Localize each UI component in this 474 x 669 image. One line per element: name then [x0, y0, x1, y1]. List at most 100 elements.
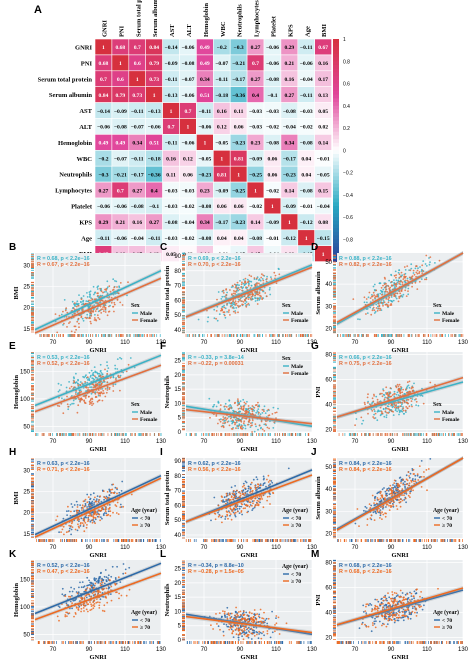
scatter-point — [256, 303, 259, 305]
scatter-point — [399, 409, 402, 412]
scatter-point — [117, 376, 120, 379]
colorbar-step — [333, 172, 339, 177]
heatmap-cell-value: 0.06 — [268, 172, 278, 178]
heatmap-cell-value: 0.34 — [284, 141, 294, 147]
scatter-point — [77, 378, 79, 381]
scatter-point — [223, 306, 226, 309]
scatter-point — [76, 300, 79, 303]
y-tick-label: 30 — [23, 264, 30, 270]
scatter-point — [382, 389, 385, 392]
scatter-point — [73, 302, 76, 304]
scatter-point — [241, 425, 244, 427]
scatter-point — [425, 254, 428, 257]
colorbar-step — [333, 228, 339, 233]
scatter-point — [384, 286, 387, 289]
scatter-point — [68, 524, 71, 527]
x-tick-label: 90 — [86, 340, 93, 346]
heatmap-cell-value: −0.09 — [114, 109, 127, 115]
heatmap-cell-value: 1 — [102, 45, 105, 51]
scatter-point — [230, 305, 232, 307]
scatter-point — [81, 506, 84, 509]
scatter-point — [94, 496, 96, 499]
scatter-point — [70, 522, 73, 525]
colorbar-step — [333, 250, 339, 255]
scatter-point — [397, 385, 400, 388]
colorbar-step — [333, 243, 339, 248]
scatter-point — [261, 408, 264, 411]
x-tick-label: 90 — [388, 439, 395, 445]
scatter-point — [227, 311, 230, 313]
heatmap-row-label: Lymphocytes — [55, 188, 92, 195]
y-tick-label: 40 — [174, 328, 181, 334]
scatter-point — [88, 296, 91, 298]
scatter-point — [401, 402, 404, 404]
heatmap-cell-value: −0.06 — [300, 61, 313, 67]
scatter-point — [76, 519, 79, 522]
scatter-point — [263, 430, 266, 432]
scatter-point — [375, 307, 378, 309]
scatter-point — [74, 528, 77, 531]
correlation-heatmap: GNRI GNRI PNI PNI Serum total protein Serum t… — [38, 0, 353, 266]
scatter-point — [274, 411, 277, 414]
scatter-point — [383, 301, 386, 304]
scatter-point — [382, 304, 384, 307]
heatmap-col-label: BMI — [321, 24, 328, 37]
legend-title: Sex — [282, 356, 291, 362]
scatter-point — [84, 522, 87, 524]
scatter-point — [221, 419, 224, 421]
scatter-point — [85, 317, 88, 320]
scatter-point — [429, 256, 432, 258]
scatter-point — [268, 288, 271, 291]
scatter-point — [382, 284, 384, 287]
legend-label: ≥ 70 — [140, 523, 150, 529]
scatter-point — [239, 426, 242, 429]
scatter-point — [380, 410, 383, 413]
scatter-point — [250, 298, 253, 301]
scatter-point — [92, 371, 95, 374]
heatmap-cell-value: −0.09 — [266, 220, 279, 226]
colorbar-step — [333, 53, 339, 58]
scatter-point — [385, 386, 388, 389]
scatter-point — [208, 397, 211, 400]
scatter-point — [417, 267, 419, 270]
scatter-point — [256, 410, 259, 412]
scatter-point — [231, 428, 234, 430]
heatmap-cell-value: −0.17 — [232, 77, 245, 83]
colorbar-step — [333, 217, 339, 222]
x-tick-label: 130 — [156, 439, 167, 445]
legend-title: Sex — [433, 303, 442, 309]
legend-label: Male — [291, 364, 304, 370]
scatter-point — [97, 500, 100, 503]
colorbar-step — [333, 191, 339, 196]
colorbar-step — [333, 146, 339, 151]
heatmap-cell-value: 0.51 — [200, 93, 210, 99]
scatter-point — [399, 401, 401, 404]
scatter-point — [387, 285, 390, 288]
heatmap-cell-value: 0.21 — [284, 61, 294, 67]
heatmap-cell-value: −0.01 — [317, 156, 330, 162]
scatter-point — [410, 404, 413, 406]
scatter-point — [415, 400, 418, 403]
scatter-point — [257, 401, 259, 404]
scatter-point — [225, 288, 228, 291]
scatter-point — [252, 478, 255, 481]
scatter-point — [112, 305, 114, 308]
heatmap-cell-value: 1 — [322, 252, 325, 258]
scatter-point — [100, 391, 103, 394]
scatter-point — [113, 301, 116, 304]
scatter-point — [102, 389, 105, 392]
scatter-panel-e: E 70 90 110 130 50 100 150 GNRI Hemoglobin R = 0.5… — [9, 341, 167, 453]
scatter-point — [372, 291, 375, 294]
colorbar-tick: −0.2 — [343, 171, 353, 177]
heatmap-cell-value: −0.02 — [266, 125, 279, 131]
scatter-point — [391, 404, 394, 407]
colorbar-step — [333, 79, 339, 84]
scatter-point — [391, 406, 394, 409]
scatter-point — [105, 495, 108, 498]
scatter-point — [108, 494, 111, 496]
scatter-point — [79, 400, 81, 403]
scatter-point — [76, 504, 79, 506]
scatter-point — [378, 282, 381, 285]
scatter-point — [223, 314, 226, 317]
scatter-point — [73, 510, 76, 513]
